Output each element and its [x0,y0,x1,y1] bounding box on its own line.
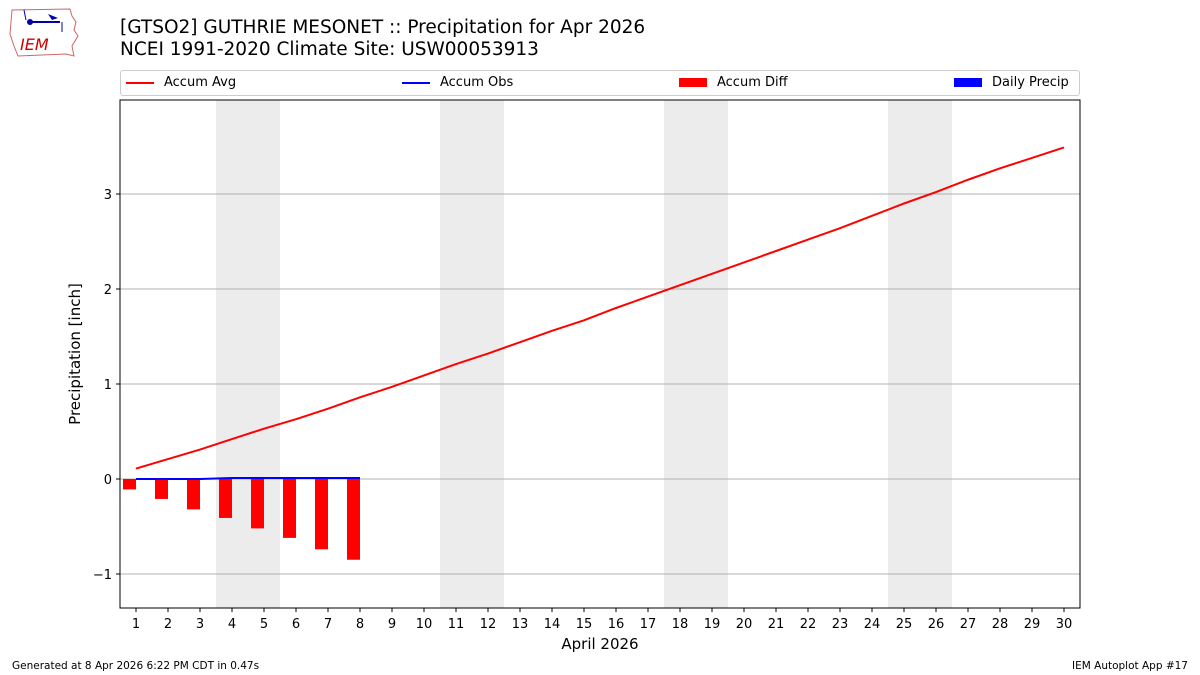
x-tick-label: 20 [736,617,753,632]
diff-bar [347,479,360,560]
x-tick-label: 26 [928,617,945,632]
line-accum-avg [135,146,1065,470]
x-tick-label: 8 [356,617,364,632]
x-tick-label: 3 [196,617,204,632]
x-tick-label: 16 [608,617,625,632]
iem-logo: IEM [8,6,80,60]
weekend-shade [888,100,952,608]
axes-frame [119,99,1081,609]
weekend-shade [440,100,504,608]
chart-title: [GTSO2] GUTHRIE MESONET :: Precipitation… [120,17,645,61]
x-tick-label: 15 [576,617,593,632]
line-accum-obs [136,477,360,480]
legend-label: Accum Diff [717,75,788,90]
diff-bar [251,479,264,529]
x-tick-label: 7 [324,617,332,632]
svg-text:IEM: IEM [20,35,49,54]
x-tick-label: 1 [132,617,140,632]
weekend-shade [216,100,280,608]
diff-bar [123,479,136,490]
x-tick-label: 21 [768,617,785,632]
legend-swatch [402,81,430,84]
x-tick-label: 23 [832,617,849,632]
y-axis-label: Precipitation [inch] [66,283,84,425]
legend-swatch [954,78,982,87]
footer-generated: Generated at 8 Apr 2026 6:22 PM CDT in 0… [12,660,260,672]
x-tick-label: 13 [512,617,529,632]
legend-label: Accum Obs [440,75,514,90]
legend-swatch [126,81,154,84]
legend-label: Accum Avg [164,75,237,90]
y-tick-label: 3 [104,188,112,203]
x-tick-label: 12 [480,617,497,632]
x-tick-label: 6 [292,617,300,632]
diff-bar [283,479,296,538]
title-line-1: [GTSO2] GUTHRIE MESONET :: Precipitation… [120,17,646,38]
legend-item-daily-precip: Daily Precip [954,75,1069,90]
x-tick-label: 29 [1024,617,1041,632]
legend-item-accum-obs: Accum Obs [402,75,513,90]
legend-swatch [679,78,707,87]
x-tick-label: 11 [448,617,465,632]
x-tick-label: 28 [992,617,1009,632]
diff-bar [187,479,200,510]
y-tick-label: 1 [104,378,112,393]
x-tick-label: 22 [800,617,817,632]
weekend-shade [664,100,728,608]
legend-label: Daily Precip [992,75,1069,90]
chart-legend: Accum Avg Accum Obs Accum Diff Daily Pre… [120,70,1080,96]
y-tick-label: 0 [104,473,112,488]
x-tick-label: 19 [704,617,721,632]
title-line-2: NCEI 1991-2020 Climate Site: USW00053913 [120,39,539,60]
x-tick-label: 9 [388,617,396,632]
footer-app: IEM Autoplot App #17 [1072,660,1188,672]
x-tick-label: 27 [960,617,977,632]
x-tick-label: 14 [544,617,561,632]
diff-bar [155,479,168,499]
x-tick-label: 18 [672,617,689,632]
x-tick-label: 30 [1056,617,1073,632]
x-tick-label: 24 [864,617,881,632]
x-tick-label: 10 [416,617,433,632]
x-tick-label: 4 [228,617,236,632]
x-tick-label: 5 [260,617,268,632]
x-axis-label: April 2026 [561,635,638,653]
x-tick-label: 25 [896,617,913,632]
x-tick-label: 2 [164,617,172,632]
legend-item-accum-avg: Accum Avg [126,75,236,90]
x-tick-label: 17 [640,617,657,632]
diff-bar [219,479,232,518]
diff-bar [315,479,328,550]
legend-item-accum-diff: Accum Diff [679,75,788,90]
y-tick-label: 2 [104,283,112,298]
y-tick-label: −1 [93,568,112,583]
